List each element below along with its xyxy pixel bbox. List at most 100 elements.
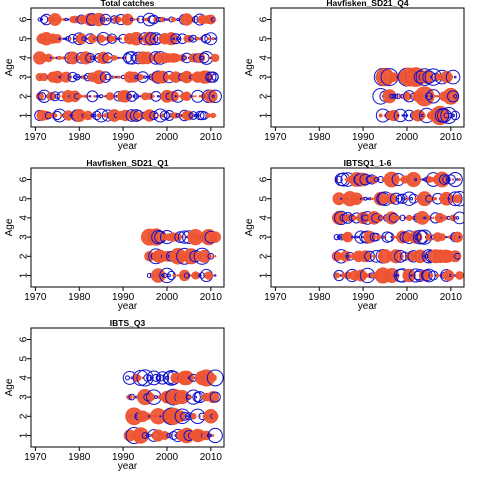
bubble-positive xyxy=(189,376,193,380)
bubble-positive xyxy=(207,391,220,404)
y-tick-label: 5 xyxy=(19,195,30,201)
bubble-positive xyxy=(192,95,195,98)
x-tick-label: 1970 xyxy=(264,132,287,143)
bubble-positive xyxy=(52,113,58,118)
x-axis-label: year xyxy=(118,301,138,312)
bubble-positive xyxy=(54,56,57,60)
bubble-positive xyxy=(119,56,123,60)
y-tick-label: 2 xyxy=(19,413,30,419)
bubble-positive xyxy=(150,113,154,118)
bubble-positive xyxy=(179,370,194,386)
bubble-negative xyxy=(182,55,188,61)
bubble-positive xyxy=(452,194,462,204)
bubble-positive xyxy=(137,74,144,81)
bubble-positive xyxy=(351,215,357,221)
bubble-positive xyxy=(357,197,361,201)
bubble-positive xyxy=(211,53,220,63)
bubble-positive xyxy=(79,94,83,98)
chart-title: IBTSQ1_1-6 xyxy=(344,158,392,168)
bubble-positive xyxy=(135,18,138,21)
bubble-positive xyxy=(428,273,434,278)
bubble-positive xyxy=(60,37,63,40)
bubble-negative xyxy=(174,408,191,425)
bubble-positive xyxy=(378,113,383,118)
plot-frame xyxy=(270,167,465,288)
bubble-positive xyxy=(438,75,442,79)
bubble-positive xyxy=(381,178,385,181)
bubble-positive xyxy=(433,197,438,201)
bubble-positive xyxy=(164,32,178,46)
bubble-negative xyxy=(450,110,461,121)
bubble-negative xyxy=(185,235,188,239)
bubble-positive xyxy=(103,113,108,118)
bubble-positive xyxy=(211,434,215,437)
bubble-negative xyxy=(397,274,400,277)
bubble-negative xyxy=(346,254,350,258)
bubble-negative xyxy=(49,56,52,60)
x-tick-label: 1980 xyxy=(68,452,91,463)
bubble-positive xyxy=(128,18,131,21)
bubble-positive xyxy=(112,75,116,79)
bubble-positive xyxy=(194,415,197,418)
x-tick-label: 1990 xyxy=(352,132,375,143)
bubble-negative xyxy=(137,95,140,98)
bubble-negative xyxy=(146,75,149,79)
bubble-positive xyxy=(432,216,435,220)
y-tick-label: 5 xyxy=(259,35,270,41)
x-tick-label: 2000 xyxy=(396,292,419,303)
bubble-positive xyxy=(132,395,136,399)
bubble-negative xyxy=(340,197,343,200)
bubble-positive xyxy=(119,37,123,40)
y-tick-label: 4 xyxy=(19,215,30,221)
bubble-negative xyxy=(178,37,182,41)
bubble-positive xyxy=(370,197,374,200)
bubble-negative xyxy=(405,114,409,117)
x-tick-label: 1990 xyxy=(352,292,375,303)
bubble-positive xyxy=(451,231,463,243)
bubble-negative xyxy=(397,114,400,117)
bubble-negative xyxy=(447,171,463,188)
bubble-negative xyxy=(403,216,406,220)
y-tick-label: 3 xyxy=(19,234,30,240)
bubble-positive xyxy=(159,16,166,23)
bubble-negative xyxy=(445,69,461,85)
bubble-negative xyxy=(69,76,72,79)
bubble-positive xyxy=(114,56,119,60)
x-tick-label: 1980 xyxy=(68,292,91,303)
bubble-positive xyxy=(214,114,217,117)
bubble-positive xyxy=(416,178,420,181)
bubble-positive xyxy=(393,74,399,80)
bubble-negative xyxy=(451,190,464,207)
bubble-negative xyxy=(115,37,118,40)
bubble-positive xyxy=(108,76,112,79)
bubble-negative xyxy=(89,95,92,98)
bubble-layer xyxy=(33,12,222,123)
x-tick-label: 1970 xyxy=(264,292,287,303)
bubble-positive xyxy=(160,113,165,118)
bubble-negative xyxy=(351,235,354,239)
bubble-positive xyxy=(414,197,418,201)
bubble-negative xyxy=(185,389,201,405)
bubble-positive xyxy=(372,254,376,258)
x-tick-label: 1980 xyxy=(308,132,331,143)
y-tick-label: 5 xyxy=(19,355,30,361)
bubble-positive xyxy=(457,254,462,259)
bubble-negative xyxy=(117,56,120,60)
y-tick-label: 4 xyxy=(19,55,30,61)
x-tick-label: 1970 xyxy=(24,132,47,143)
chart-title: Havfisken_SD21_Q4 xyxy=(326,0,408,8)
bubble-positive xyxy=(394,178,398,181)
bubble-positive xyxy=(115,16,122,23)
bubble-positive xyxy=(174,18,177,21)
bubble-negative xyxy=(458,236,461,239)
x-tick-label: 1980 xyxy=(308,292,331,303)
bubble-negative xyxy=(204,32,218,46)
bubble-positive xyxy=(174,274,177,277)
bubble-negative xyxy=(206,369,224,387)
bubble-positive xyxy=(143,412,152,421)
bubble-positive xyxy=(211,274,215,277)
x-tick-label: 1990 xyxy=(112,292,135,303)
bubble-negative xyxy=(125,375,130,381)
bubble-positive xyxy=(95,56,98,60)
y-tick-label: 1 xyxy=(259,112,270,118)
